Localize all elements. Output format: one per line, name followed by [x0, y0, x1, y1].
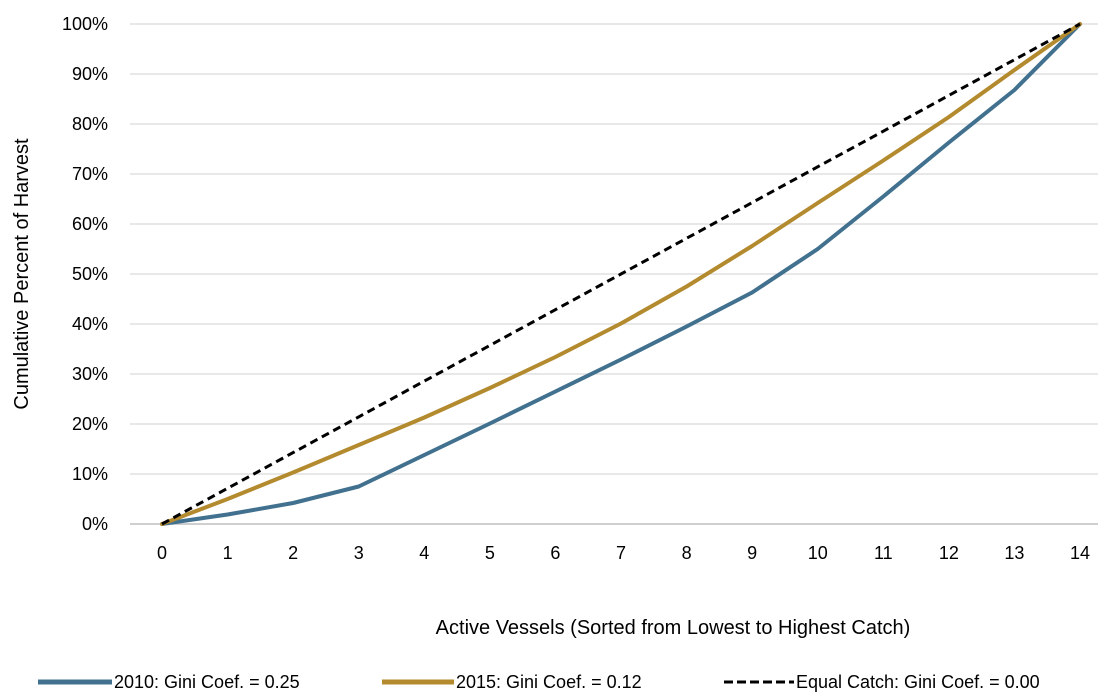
x-tick-label: 1 [223, 543, 233, 563]
x-tick-label: 10 [808, 543, 828, 563]
x-tick-label: 2 [288, 543, 298, 563]
y-axis-tick-labels: 0% 10% 20% 30% 40% 50% 60% 70% 80% 90% 100% [62, 14, 108, 534]
series-line-1 [160, 22, 1082, 526]
x-tick-label: 13 [1004, 543, 1024, 563]
legend-label-3: Equal Catch: Gini Coef. = 0.00 [796, 672, 1040, 692]
y-tick-label: 40% [72, 314, 108, 334]
y-tick-label: 90% [72, 64, 108, 84]
y-tick-label: 50% [72, 264, 108, 284]
x-tick-label: 11 [874, 543, 893, 563]
x-tick-label: 3 [354, 543, 364, 563]
y-tick-label: 60% [72, 214, 108, 234]
legend-label-2: 2015: Gini Coef. = 0.12 [456, 672, 642, 692]
series-line-2 [160, 22, 1082, 526]
x-tick-label: 0 [157, 543, 167, 563]
y-tick-label: 30% [72, 364, 108, 384]
x-tick-label: 5 [485, 543, 495, 563]
y-tick-label: 70% [72, 164, 108, 184]
x-tick-label: 7 [616, 543, 626, 563]
legend: 2010: Gini Coef. = 0.25 2015: Gini Coef. … [38, 672, 1040, 692]
y-tick-label: 20% [72, 414, 108, 434]
x-tick-label: 12 [939, 543, 959, 563]
series-line-3 [161, 22, 1081, 526]
x-tick-label: 9 [747, 543, 757, 563]
x-tick-label: 4 [419, 543, 429, 563]
y-axis-title: Cumulative Percent of Harvest [11, 138, 33, 410]
x-tick-label: 8 [682, 543, 692, 563]
x-tick-label: 6 [550, 543, 560, 563]
y-tick-label: 0% [82, 514, 108, 534]
series-lines [160, 22, 1082, 526]
x-axis-tick-labels: 0 1 2 3 4 5 6 7 8 9 10 11 12 13 14 [157, 543, 1090, 563]
y-tick-label: 80% [72, 114, 108, 134]
legend-label-1: 2010: Gini Coef. = 0.25 [114, 672, 300, 692]
y-tick-label: 10% [72, 464, 108, 484]
x-axis-title: Active Vessels (Sorted from Lowest to Hi… [436, 617, 911, 639]
x-tick-label: 14 [1070, 543, 1090, 563]
gridlines [130, 23, 1098, 475]
y-tick-label: 100% [62, 14, 108, 34]
